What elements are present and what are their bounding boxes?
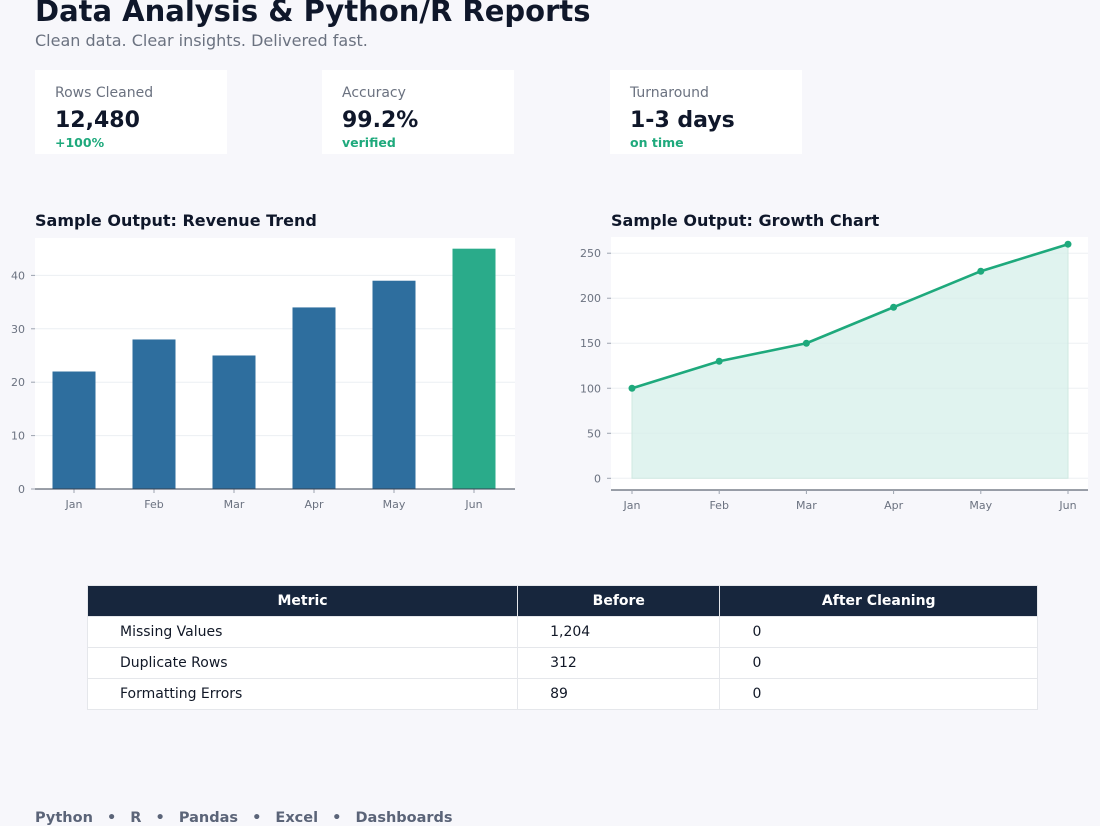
kpi-label: Turnaround bbox=[630, 85, 709, 101]
table-cell: 312 bbox=[517, 647, 721, 679]
x-tick-label: Jun bbox=[1058, 499, 1076, 512]
bar-chart-title: Sample Output: Revenue Trend bbox=[35, 211, 317, 230]
skill-tag: Dashboards bbox=[355, 810, 453, 826]
kpi-delta: on time bbox=[630, 135, 684, 150]
table-header-row: Metric Before After Cleaning bbox=[86, 585, 1038, 617]
table-cell: 0 bbox=[719, 678, 1038, 710]
y-tick-label: 20 bbox=[11, 376, 25, 389]
skill-tag: Excel bbox=[275, 810, 319, 826]
bar-mar bbox=[212, 355, 256, 489]
separator-dot: • bbox=[106, 810, 117, 826]
separator-dot: • bbox=[332, 810, 342, 826]
y-tick-label: 10 bbox=[11, 430, 25, 443]
cleaning-metrics-table: Metric Before After Cleaning Missing Val… bbox=[86, 585, 1038, 710]
bar-may bbox=[372, 280, 416, 489]
data-point-apr bbox=[890, 303, 898, 311]
skill-tag: Python bbox=[35, 810, 93, 826]
x-tick-label: Feb bbox=[144, 498, 163, 511]
table-cell: 89 bbox=[517, 678, 721, 710]
kpi-card-rows-cleaned: Rows Cleaned 12,480 +100% bbox=[35, 70, 227, 154]
skill-tag: R bbox=[130, 810, 142, 826]
y-tick-label: 150 bbox=[580, 337, 601, 350]
x-tick-label: Jan bbox=[623, 499, 641, 512]
skill-tag: Pandas bbox=[178, 810, 239, 826]
x-tick-label: May bbox=[383, 498, 406, 511]
plot-background bbox=[35, 238, 515, 489]
x-tick-label: Jun bbox=[464, 498, 482, 511]
data-point-may bbox=[977, 267, 985, 275]
y-tick-label: 0 bbox=[18, 483, 25, 496]
column-header-before: Before bbox=[517, 585, 721, 617]
bar-jan bbox=[52, 371, 96, 489]
y-tick-label: 200 bbox=[580, 292, 601, 305]
series-line bbox=[631, 242, 1069, 390]
table-row: Formatting Errors 89 0 bbox=[86, 678, 1038, 710]
y-tick-label: 40 bbox=[11, 269, 25, 282]
bar-apr bbox=[292, 307, 336, 489]
kpi-value: 12,480 bbox=[55, 108, 140, 133]
area-fill bbox=[631, 243, 1069, 479]
y-tick-label: 250 bbox=[580, 247, 601, 260]
x-tick-label: May bbox=[969, 499, 992, 512]
skills-footer: Python • R • Pandas • Excel • Dashboards bbox=[35, 810, 453, 826]
table-cell: Duplicate Rows bbox=[86, 647, 519, 679]
table-cell: Formatting Errors bbox=[86, 678, 519, 710]
x-tick-label: Mar bbox=[224, 498, 245, 511]
table-row: Duplicate Rows 312 0 bbox=[86, 647, 1038, 679]
kpi-card-turnaround: Turnaround 1-3 days on time bbox=[610, 70, 802, 154]
column-header-metric: Metric bbox=[86, 585, 519, 617]
kpi-value: 99.2% bbox=[342, 108, 419, 133]
page-title: Data Analysis & Python/R Reports bbox=[35, 0, 591, 28]
x-tick-label: Feb bbox=[709, 499, 728, 512]
bar-feb bbox=[132, 339, 176, 489]
data-point-jan bbox=[628, 384, 636, 392]
column-header-after: After Cleaning bbox=[719, 585, 1038, 617]
separator-dot: • bbox=[155, 810, 165, 826]
separator-dot: • bbox=[252, 810, 262, 826]
table-cell: 1,204 bbox=[517, 616, 721, 648]
table-cell: Missing Values bbox=[86, 616, 519, 648]
kpi-card-accuracy: Accuracy 99.2% verified bbox=[322, 70, 514, 154]
kpi-label: Accuracy bbox=[342, 85, 406, 101]
data-point-jun bbox=[1064, 240, 1072, 248]
kpi-label: Rows Cleaned bbox=[55, 85, 154, 101]
area-chart-title: Sample Output: Growth Chart bbox=[611, 211, 880, 230]
x-tick-label: Apr bbox=[304, 498, 324, 511]
y-tick-label: 100 bbox=[580, 382, 601, 395]
kpi-delta: verified bbox=[342, 135, 396, 150]
y-tick-label: 50 bbox=[587, 427, 601, 440]
x-tick-label: Mar bbox=[796, 499, 817, 512]
x-tick-label: Apr bbox=[884, 499, 904, 512]
x-tick-label: Jan bbox=[65, 498, 83, 511]
table-cell: 0 bbox=[719, 647, 1038, 679]
data-point-feb bbox=[715, 357, 723, 365]
y-tick-label: 30 bbox=[11, 323, 25, 336]
page-subtitle: Clean data. Clear insights. Delivered fa… bbox=[35, 31, 368, 50]
kpi-value: 1-3 days bbox=[630, 108, 735, 133]
plot-background bbox=[611, 237, 1088, 490]
table-row: Missing Values 1,204 0 bbox=[86, 616, 1038, 648]
kpi-delta: +100% bbox=[55, 135, 105, 150]
y-tick-label: 0 bbox=[594, 472, 601, 485]
data-point-mar bbox=[802, 339, 810, 347]
bar-jun bbox=[452, 248, 496, 489]
table-cell: 0 bbox=[719, 616, 1038, 648]
